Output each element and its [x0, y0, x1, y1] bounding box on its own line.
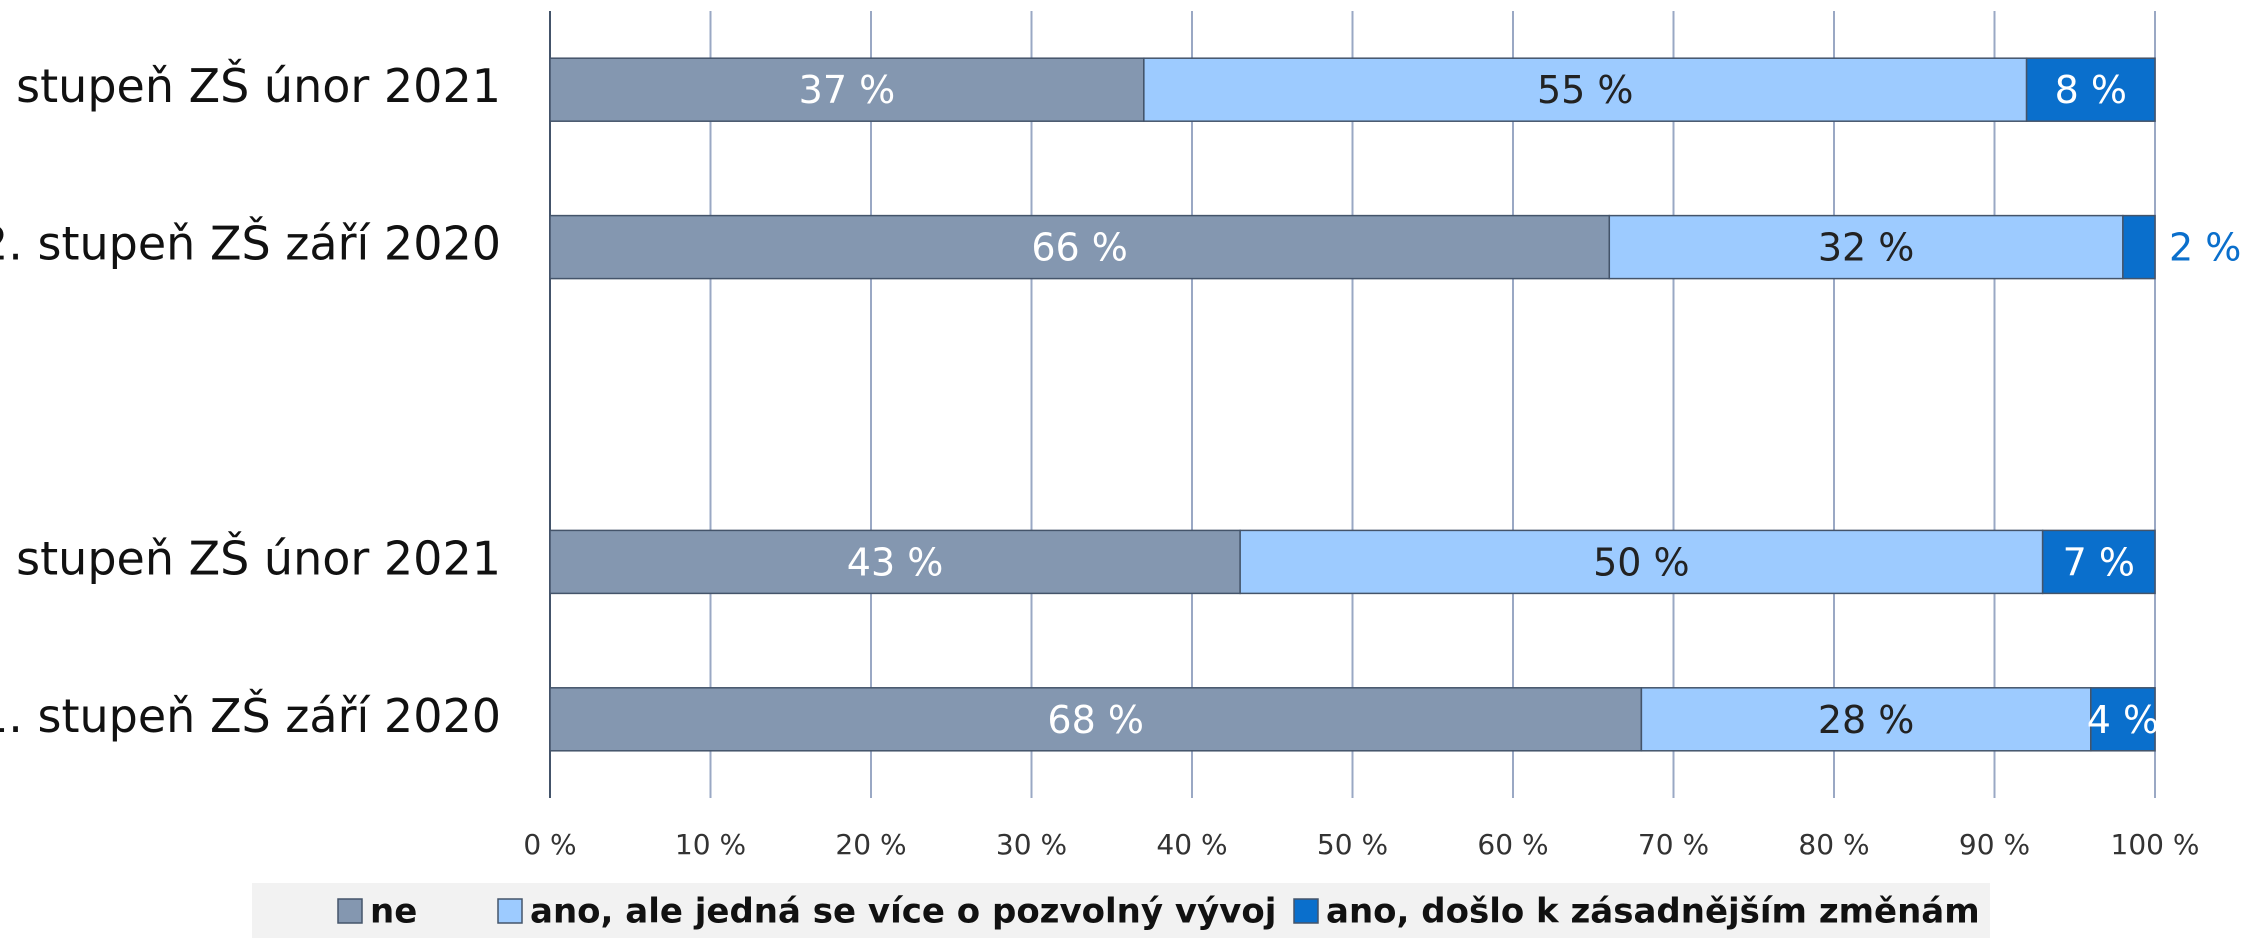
category-label: 2. stupeň ZŠ září 2020: [0, 216, 501, 271]
x-tick-label: 30 %: [996, 828, 1067, 861]
value-label: 37 %: [799, 68, 896, 112]
bar-segment: [2122, 214, 2156, 280]
value-label: 43 %: [847, 540, 944, 584]
bar-segment: [549, 529, 1241, 595]
legend-swatch: [1293, 898, 1319, 924]
value-label: 8 %: [2055, 68, 2127, 112]
bar-segment: [1608, 214, 2124, 280]
x-tick-label: 100 %: [2111, 828, 2200, 861]
value-label: 28 %: [1818, 698, 1915, 742]
value-label: 7 %: [2063, 540, 2135, 584]
value-label: 55 %: [1537, 68, 1634, 112]
x-tick-label: 10 %: [675, 828, 746, 861]
category-label: 1. stupeň ZŠ únor 2021: [0, 530, 501, 585]
bar-segment: [549, 687, 1643, 752]
value-label: 4 %: [2087, 698, 2159, 742]
x-tick-label: 50 %: [1317, 828, 1388, 861]
bar-segment: [1239, 529, 2044, 595]
x-tick-label: 80 %: [1798, 828, 1869, 861]
x-tick-label: 40 %: [1156, 828, 1227, 861]
legend-swatch: [337, 898, 363, 924]
bar-segment: [1640, 687, 2092, 752]
legend-swatch: [497, 898, 523, 924]
category-label: 1. stupeň ZŠ září 2020: [0, 688, 501, 743]
bar-segment: [2090, 687, 2156, 752]
x-tick-label: 0 %: [523, 828, 576, 861]
value-label: 50 %: [1593, 540, 1690, 584]
x-tick-label: 90 %: [1959, 828, 2030, 861]
value-label: 66 %: [1031, 226, 1128, 270]
bar-segment: [2041, 529, 2156, 595]
category-label: 2. stupeň ZŠ únor 2021: [0, 58, 501, 113]
legend-label: ano, došlo k zásadnějším změnám: [1326, 892, 1980, 932]
value-label: 32 %: [1818, 226, 1915, 270]
legend-background: [252, 883, 1990, 938]
x-tick-label: 60 %: [1477, 828, 1548, 861]
legend-label: ne: [370, 892, 417, 932]
bar-segment: [2025, 57, 2156, 122]
legend-label: ano, ale jedná se více o pozvolný vývoj: [530, 892, 1276, 932]
value-label: 2 %: [2169, 226, 2241, 270]
x-tick-label: 20 %: [835, 828, 906, 861]
x-tick-label: 70 %: [1638, 828, 1709, 861]
value-label: 68 %: [1047, 698, 1144, 742]
